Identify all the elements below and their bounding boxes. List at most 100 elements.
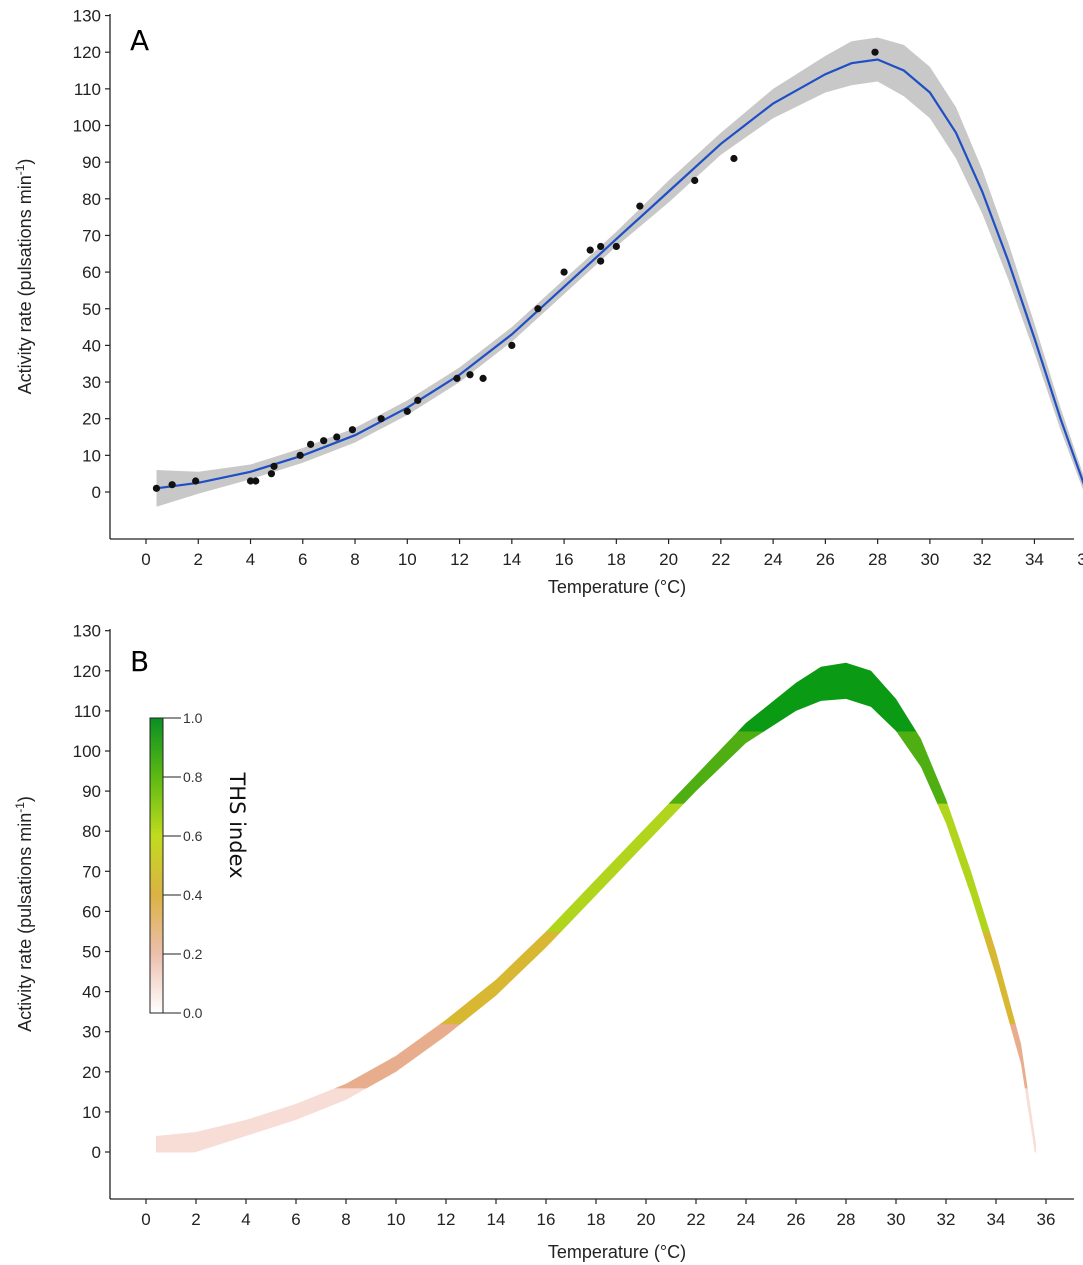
y-tick-label: 70 (82, 862, 101, 881)
data-point (252, 477, 260, 485)
y-tick-label: 50 (82, 943, 101, 962)
x-tick-label: 28 (868, 550, 887, 569)
x-tick-label: 4 (241, 1210, 250, 1229)
x-tick-label: 16 (555, 550, 574, 569)
x-axis-title: Temperature (°C) (548, 1242, 686, 1262)
ths-legend: 0.0 0.2 0.4 0.6 0.8 1.0 THS index (149, 710, 249, 1021)
y-tick-label: 130 (73, 7, 101, 26)
ths-band-segment (156, 730, 1036, 804)
data-point (414, 396, 422, 404)
x-tick-label: 34 (1025, 550, 1044, 569)
x-tick-label: 18 (607, 550, 626, 569)
legend-tick-label: 0.4 (183, 887, 203, 903)
y-tick-label: 30 (82, 373, 101, 392)
ths-band-group (156, 662, 1036, 1153)
x-tick-label: 4 (246, 550, 255, 569)
y-axis-title-main: Activity rate (pulsations min (15, 813, 35, 1032)
y-tick-label: 10 (82, 1103, 101, 1122)
x-tick-label: 32 (937, 1210, 956, 1229)
data-point (152, 484, 161, 492)
x-tick-label: 30 (920, 550, 939, 569)
y-tick-label: 40 (82, 336, 101, 355)
legend-tick-label: 0.2 (183, 946, 203, 962)
y-axis-title: Activity rate (pulsations min-1) (13, 796, 35, 1032)
x-axis-title: Temperature (°C) (548, 577, 686, 597)
y-tick-label: 100 (73, 742, 101, 761)
ths-band-segment (156, 1087, 1036, 1153)
x-tick-label: 8 (350, 550, 359, 569)
y-tick-label: 130 (73, 622, 101, 641)
y-tick-label: 50 (82, 300, 101, 319)
x-tick-label: 14 (487, 1210, 506, 1229)
y-tick-label: 90 (82, 782, 101, 801)
data-point (246, 477, 255, 485)
y-tick-label: 30 (82, 1023, 101, 1042)
y-tick-label: 70 (82, 226, 101, 245)
x-tick-label: 12 (437, 1210, 456, 1229)
data-point (168, 481, 176, 489)
x-tick-label: 22 (711, 550, 730, 569)
y-axis-title-main: Activity rate (pulsations min (15, 175, 35, 394)
confidence-band (156, 37, 1083, 507)
x-tick-label: 10 (387, 1210, 406, 1229)
data-point (267, 470, 276, 478)
x-tick-label: 12 (450, 550, 469, 569)
y-axis-title: Activity rate (pulsations min-1) (13, 159, 35, 395)
data-point (333, 433, 341, 441)
x-tick-label: 16 (537, 1210, 556, 1229)
data-point (560, 268, 568, 276)
data-point (296, 451, 304, 459)
x-tick-label: 2 (191, 1210, 200, 1229)
data-point (636, 202, 644, 210)
data-point (871, 48, 879, 56)
x-tick-label: 2 (194, 550, 203, 569)
y-tick-label: 60 (82, 902, 101, 921)
x-tick-label: 10 (398, 550, 417, 569)
x-tick-label: 36 (1077, 550, 1083, 569)
y-axis-title-close: ) (15, 796, 35, 802)
ths-band-segment (156, 1023, 1036, 1089)
data-point (479, 374, 487, 382)
y-axis-title-close: ) (15, 159, 35, 165)
y-axis-title-superscript: -1 (13, 164, 27, 175)
x-tick-label: 14 (502, 550, 521, 569)
legend-tick-label: 0.6 (183, 828, 203, 844)
data-point (307, 440, 315, 448)
x-tick-label: 20 (659, 550, 678, 569)
fit-line (156, 58, 1083, 490)
data-point (192, 477, 200, 485)
data-point (730, 154, 738, 163)
x-tick-label: 0 (141, 550, 150, 569)
legend-tick-label: 0.8 (183, 769, 203, 785)
data-point (348, 426, 357, 434)
y-tick-label: 60 (82, 263, 101, 282)
data-point (453, 374, 461, 382)
y-tick-label: 90 (82, 153, 101, 172)
data-point (466, 371, 474, 379)
x-tick-label: 26 (787, 1210, 806, 1229)
x-tick-label: 6 (291, 1210, 300, 1229)
x-tick-label: 18 (587, 1210, 606, 1229)
y-tick-label: 110 (74, 702, 101, 721)
y-tick-label: 120 (73, 43, 101, 62)
y-tick-label: 120 (73, 662, 101, 681)
y-tick-label: 20 (82, 410, 101, 429)
y-tick-label: 80 (82, 190, 101, 209)
data-point (534, 305, 542, 313)
y-tick-label: 110 (74, 80, 101, 99)
panel-label: B (130, 645, 149, 678)
data-point (377, 415, 385, 423)
ths-band-segment (156, 803, 1036, 932)
data-point (320, 437, 328, 445)
ths-band-segment (156, 931, 1036, 1025)
x-tick-label: 22 (687, 1210, 706, 1229)
data-point (586, 246, 594, 254)
y-tick-label: 100 (73, 117, 101, 136)
legend-tick-label: 1.0 (183, 710, 203, 726)
y-tick-label: 0 (92, 1143, 101, 1162)
legend-colorbar (149, 717, 164, 1014)
data-point (270, 462, 278, 470)
